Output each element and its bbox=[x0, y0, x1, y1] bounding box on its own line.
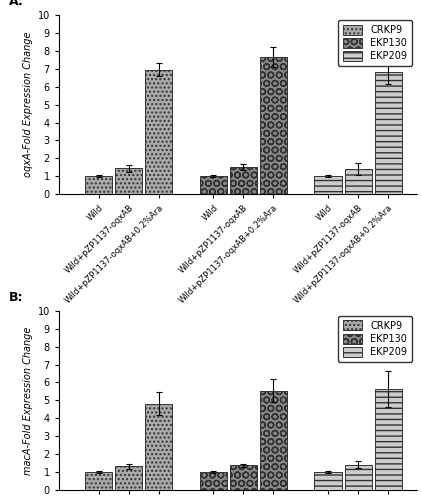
Bar bbox=[344, 464, 372, 490]
Y-axis label: macA-Fold Expression Change: macA-Fold Expression Change bbox=[24, 326, 34, 474]
Legend: CRKP9, EKP130, EKP209: CRKP9, EKP130, EKP209 bbox=[338, 316, 412, 362]
Legend: CRKP9, EKP130, EKP209: CRKP9, EKP130, EKP209 bbox=[338, 20, 412, 66]
Y-axis label: oqxA-Fold Expression Change: oqxA-Fold Expression Change bbox=[24, 32, 34, 178]
Text: B:: B: bbox=[9, 290, 23, 304]
Bar bbox=[344, 169, 372, 194]
Bar bbox=[230, 167, 257, 194]
Bar bbox=[145, 70, 172, 194]
Bar bbox=[115, 466, 142, 490]
Bar bbox=[85, 472, 112, 490]
Bar bbox=[230, 466, 257, 490]
Bar bbox=[314, 472, 341, 490]
Bar bbox=[260, 390, 287, 490]
Bar bbox=[200, 176, 227, 194]
Bar bbox=[375, 388, 402, 490]
Bar bbox=[314, 176, 341, 194]
Bar bbox=[200, 472, 227, 490]
Bar bbox=[260, 57, 287, 194]
Text: A:: A: bbox=[9, 0, 24, 8]
Bar bbox=[85, 176, 112, 194]
Bar bbox=[145, 404, 172, 490]
Bar bbox=[115, 168, 142, 194]
Bar bbox=[375, 72, 402, 194]
